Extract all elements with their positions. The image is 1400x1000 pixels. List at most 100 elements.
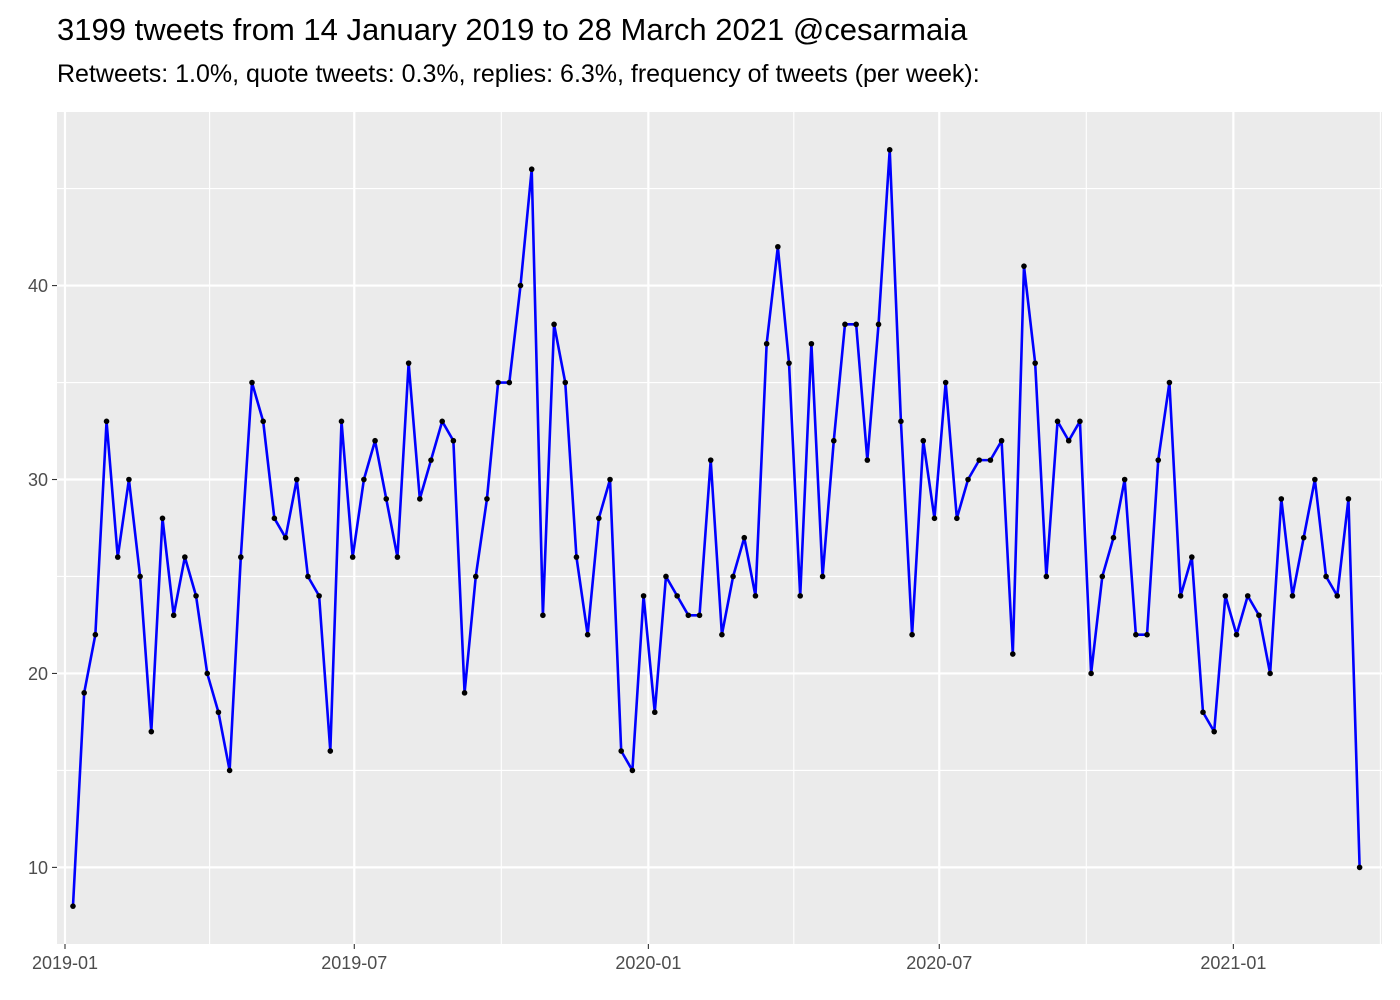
data-point — [238, 554, 244, 560]
data-point — [1211, 728, 1217, 735]
data-point — [797, 593, 804, 599]
data-point — [596, 515, 602, 522]
minor-gridlines — [57, 112, 1382, 944]
data-point — [1144, 631, 1150, 638]
data-point — [584, 631, 591, 638]
data-point — [540, 612, 546, 619]
x-tick-label: 2019-01 — [32, 953, 98, 973]
data-point — [417, 496, 423, 502]
data-point — [193, 593, 199, 599]
data-point — [1356, 864, 1363, 871]
data-point — [349, 554, 356, 560]
x-tick-label: 2019-07 — [321, 953, 387, 973]
data-point — [1054, 418, 1061, 425]
data-point — [383, 496, 390, 502]
data-point — [1189, 554, 1195, 560]
data-point — [886, 147, 893, 153]
data-point — [808, 340, 815, 347]
data-point — [842, 321, 848, 328]
data-point — [528, 166, 535, 173]
data-point — [763, 340, 770, 347]
data-point — [103, 418, 110, 425]
data-point — [607, 476, 613, 483]
x-tick-label: 2021-01 — [1200, 953, 1266, 973]
data-point — [81, 690, 87, 696]
data-point — [327, 748, 334, 754]
data-point — [954, 515, 960, 522]
data-point — [730, 573, 736, 580]
data-point — [1278, 496, 1285, 502]
data-point — [786, 360, 792, 366]
data-point — [461, 690, 468, 696]
y-tick-label: 20 — [28, 664, 48, 684]
data-point — [931, 515, 938, 522]
data-point — [752, 593, 759, 599]
data-point — [517, 282, 524, 289]
data-point — [719, 631, 725, 638]
x-axis: 2019-01 2019-07 2020-01 2020-07 2021-01 — [32, 944, 1266, 973]
data-point — [361, 476, 367, 483]
chart-title: 3199 tweets from 14 January 2019 to 28 M… — [57, 12, 968, 47]
data-point — [70, 903, 76, 909]
data-point — [271, 515, 278, 522]
data-point — [394, 554, 401, 560]
data-point — [1133, 631, 1139, 638]
y-tick-label: 30 — [28, 470, 48, 490]
data-point — [1323, 573, 1329, 580]
data-point — [1334, 593, 1341, 599]
data-point — [1065, 437, 1072, 444]
chart-subtitle: Retweets: 1.0%, quote tweets: 0.3%, repl… — [57, 60, 980, 88]
data-point — [1088, 670, 1094, 677]
data-point — [1155, 457, 1162, 463]
data-point — [1021, 263, 1027, 269]
data-point — [92, 631, 99, 638]
plot-panel — [57, 112, 1382, 944]
data-point — [1077, 418, 1083, 425]
data-point — [1099, 573, 1106, 580]
data-point — [1032, 360, 1038, 366]
data-point — [640, 593, 647, 599]
data-point — [875, 321, 882, 328]
data-point — [305, 573, 311, 580]
data-point — [226, 767, 233, 774]
data-point — [707, 457, 714, 463]
data-point — [428, 457, 434, 463]
data-point — [114, 554, 121, 560]
data-point — [1166, 379, 1173, 386]
data-point — [1300, 534, 1307, 541]
x-tick-label: 2020-07 — [906, 953, 972, 973]
data-point — [1200, 709, 1206, 716]
data-point — [998, 437, 1005, 444]
data-point — [696, 612, 703, 619]
data-point — [439, 418, 445, 425]
data-point — [282, 534, 289, 541]
data-point — [864, 457, 871, 463]
data-point — [204, 670, 211, 677]
data-point — [853, 321, 859, 328]
y-tick-label: 40 — [28, 276, 48, 296]
data-point — [148, 728, 155, 735]
data-point — [484, 496, 490, 502]
data-point — [1177, 593, 1184, 599]
data-point — [405, 360, 412, 366]
data-point — [1043, 573, 1050, 580]
data-point — [372, 437, 378, 444]
data-point — [898, 418, 904, 425]
data-point — [182, 554, 188, 560]
data-point — [819, 573, 826, 580]
x-tick-label: 2020-01 — [615, 953, 681, 973]
data-point — [775, 243, 781, 250]
data-point — [249, 379, 255, 386]
data-point — [1110, 534, 1117, 541]
data-point — [293, 476, 300, 483]
data-point — [674, 593, 680, 599]
data-point — [316, 593, 322, 599]
y-tick-label: 10 — [28, 858, 48, 878]
data-point — [573, 554, 580, 560]
data-point — [663, 573, 669, 580]
data-point — [1312, 476, 1318, 483]
data-point — [551, 321, 557, 328]
y-axis: 10 20 30 40 — [28, 276, 57, 878]
data-point — [976, 457, 983, 463]
